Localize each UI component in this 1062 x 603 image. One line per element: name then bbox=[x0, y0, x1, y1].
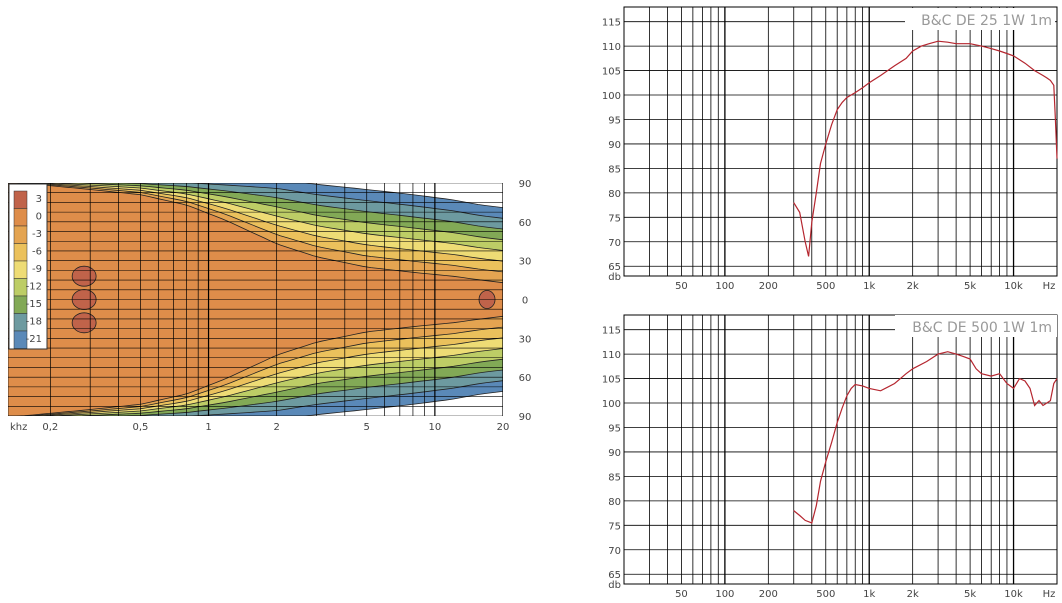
legend-label: -9 bbox=[32, 264, 42, 275]
lc2-x-tick-label: Hz bbox=[1043, 589, 1056, 600]
lc2-x-tick-label: 2k bbox=[907, 589, 919, 600]
lc1-x-tick-label: 2k bbox=[907, 281, 919, 292]
legend-label: -6 bbox=[32, 247, 42, 258]
chart1-x-ticks: 50 100 200 500 1k 2k 5k 10k Hz bbox=[675, 281, 1055, 292]
heatmap-y-ticks: 90 60 30 0 30 60 90 bbox=[519, 179, 532, 423]
legend-swatch bbox=[13, 190, 28, 209]
legend-label: 3 bbox=[36, 194, 42, 205]
heatmap-grid bbox=[8, 183, 503, 416]
chart2-title: B&C DE 500 1W 1m bbox=[912, 320, 1052, 336]
heatmap-y-tick-label: 90 bbox=[519, 412, 532, 423]
lc2-y-tick-label: 90 bbox=[608, 448, 621, 459]
heatmap-y-tick-label: 0 bbox=[522, 296, 528, 307]
lc1-x-tick-label: 1k bbox=[863, 281, 875, 292]
lc2-x-tick-label: 5k bbox=[964, 589, 976, 600]
heatmap-x-ticks: 0,2 0,5 1 2 5 10 20 bbox=[42, 422, 509, 433]
heatmap-hotspot bbox=[71, 312, 97, 334]
heatmap-y-tick-label: 60 bbox=[519, 373, 532, 384]
chart1-grid bbox=[623, 6, 1058, 277]
lc2-y-tick-label: 70 bbox=[608, 546, 621, 557]
heatmap-x-tick-label: 5 bbox=[364, 422, 370, 433]
legend-swatch bbox=[13, 225, 28, 244]
heatmap-y-tick-label: 30 bbox=[519, 257, 532, 268]
lc1-x-tick-label: 5k bbox=[964, 281, 976, 292]
lc1-x-tick-label: 200 bbox=[759, 281, 778, 292]
lc2-y-tick-label: 110 bbox=[602, 350, 621, 361]
legend-swatch bbox=[13, 330, 28, 349]
lc1-y-tick-label: 95 bbox=[608, 115, 621, 126]
legend-label: -21 bbox=[26, 334, 42, 345]
lc1-x-tick-label: 100 bbox=[715, 281, 734, 292]
heatmap-y-tick-label: 30 bbox=[519, 334, 532, 345]
lc1-x-tick-label: 500 bbox=[816, 281, 835, 292]
legend-swatch bbox=[13, 208, 28, 227]
heatmap-x-tick-label: 2 bbox=[273, 422, 279, 433]
lc1-y-tick-label: 65 bbox=[608, 262, 621, 273]
legend-label: -12 bbox=[26, 282, 42, 293]
lc2-y-tick-label: 105 bbox=[602, 375, 621, 386]
lc2-y-tick-label: 100 bbox=[602, 399, 621, 410]
lc2-y-tick-label: 75 bbox=[608, 521, 621, 532]
chart1-title-bg bbox=[905, 8, 1055, 30]
lc2-y-tick-label: 115 bbox=[602, 326, 621, 337]
heatmap-x-tick-label: 10 bbox=[429, 422, 442, 433]
chart2-grid bbox=[623, 314, 1058, 585]
legend-swatch bbox=[13, 243, 28, 262]
lc1-y-tick-label: db bbox=[608, 272, 621, 283]
lc2-y-tick-label: 80 bbox=[608, 497, 621, 508]
lc2-x-tick-label: 10k bbox=[1004, 589, 1023, 600]
lc1-y-tick-label: 70 bbox=[608, 238, 621, 249]
lc2-frame bbox=[623, 314, 1058, 585]
lc2-x-tick-label: 1k bbox=[863, 589, 875, 600]
heatmap-y-tick-label: 60 bbox=[519, 218, 532, 229]
legend-label: 0 bbox=[36, 212, 42, 223]
legend-label: -3 bbox=[32, 229, 42, 240]
chart2-title-bg bbox=[895, 315, 1057, 337]
lc2-x-tick-label: 500 bbox=[816, 589, 835, 600]
heatmap-x-tick-label: 20 bbox=[497, 422, 510, 433]
lc1-y-tick-label: 115 bbox=[602, 18, 621, 29]
lc2-x-tick-label: 200 bbox=[759, 589, 778, 600]
chart1-title: B&C DE 25 1W 1m bbox=[921, 13, 1052, 29]
heatmap-y-tick-label: 90 bbox=[519, 179, 532, 190]
lc1-y-tick-label: 85 bbox=[608, 164, 621, 175]
lc1-x-tick-label: 50 bbox=[675, 281, 688, 292]
lc2-x-tick-label: 50 bbox=[675, 589, 688, 600]
lc2-y-tick-label: 65 bbox=[608, 570, 621, 581]
lc1-frame bbox=[623, 6, 1058, 277]
lc2-y-tick-label: 95 bbox=[608, 423, 621, 434]
lc1-y-tick-label: 100 bbox=[602, 91, 621, 102]
lc2-y-tick-label: 85 bbox=[608, 472, 621, 483]
heatmap-legend: 3 0 -3 -6 -9 -12 -15 -18 -21 bbox=[8, 183, 48, 350]
heatmap-x-tick-label: 0,5 bbox=[132, 422, 148, 433]
legend-label: -15 bbox=[26, 299, 42, 310]
lc1-y-tick-label: 110 bbox=[602, 42, 621, 53]
chart2-x-ticks: 50 100 200 500 1k 2k 5k 10k Hz bbox=[675, 589, 1055, 600]
lc1-y-tick-label: 105 bbox=[602, 67, 621, 78]
chart1-series-line bbox=[793, 40, 1058, 257]
legend-swatch bbox=[13, 260, 28, 279]
lc1-x-tick-label: 10k bbox=[1004, 281, 1023, 292]
heatmap-x-tick-label: 0,2 bbox=[42, 422, 58, 433]
lc2-x-tick-label: 100 bbox=[715, 589, 734, 600]
legend-label: -18 bbox=[26, 317, 42, 328]
lc1-y-tick-label: 75 bbox=[608, 213, 621, 224]
chart2-series-line bbox=[793, 351, 1058, 524]
lc1-x-tick-label: Hz bbox=[1043, 281, 1056, 292]
heatmap-x-label: khz bbox=[10, 422, 27, 433]
lc2-y-tick-label: db bbox=[608, 580, 621, 591]
lc1-y-tick-label: 90 bbox=[608, 140, 621, 151]
lc1-y-tick-label: 80 bbox=[608, 189, 621, 200]
heatmap-x-tick-label: 1 bbox=[205, 422, 211, 433]
heatmap-hotspot bbox=[71, 265, 97, 287]
